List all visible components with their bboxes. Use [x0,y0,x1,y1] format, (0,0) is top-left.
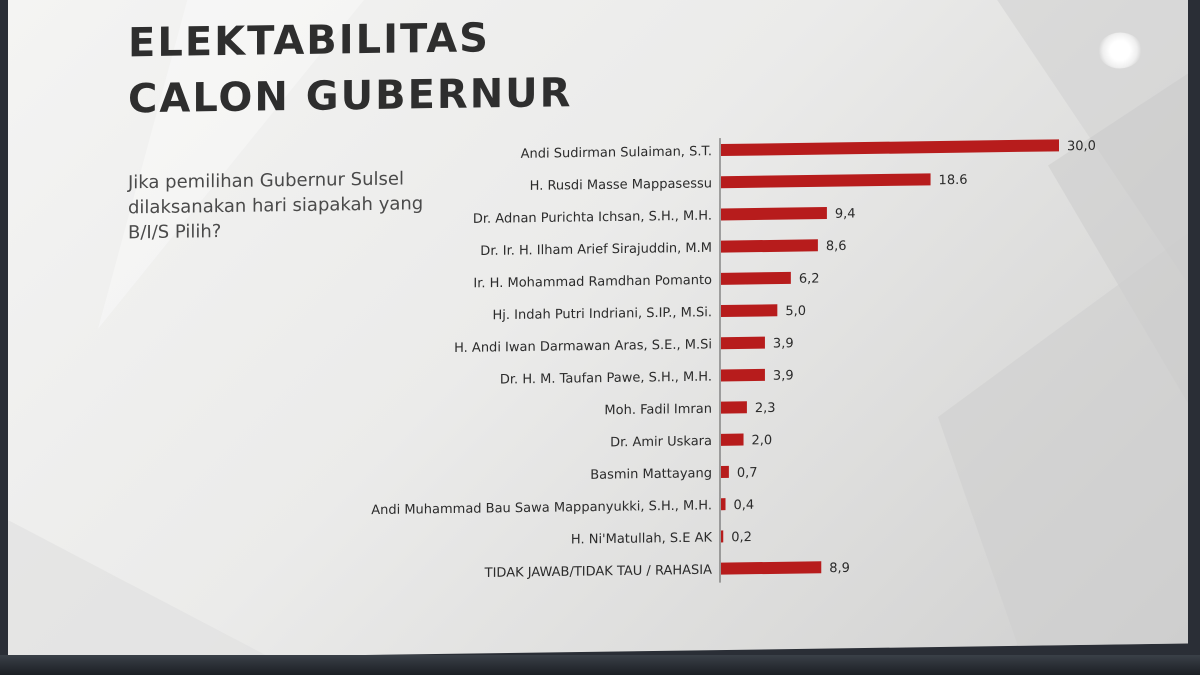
category-label: Dr. Adnan Purichta Ichsan, S.H., M.H. [473,209,712,227]
value-label: 8,6 [826,239,847,254]
bar [721,561,822,575]
bar [721,206,827,221]
value-label: 30,0 [1067,139,1096,154]
value-label: 3,9 [773,368,794,383]
value-label: 0,2 [731,530,752,545]
bar [721,139,1059,157]
category-label: H. Andi Iwan Darmawan Aras, S.E., M.Si [454,337,712,356]
category-label: Dr. H. M. Taufan Pawe, S.H., M.H. [500,370,712,388]
value-label: 18.6 [939,173,968,188]
bar [721,465,729,479]
bars-group: Andi Sudirman Sulaiman, S.T. 30,0 H. Rusdi… [371,139,1096,581]
bar [721,368,765,382]
category-label: Andi Sudirman Sulaiman, S.T. [521,144,712,162]
bar [721,530,724,543]
category-label: Moh. Fadil Imran [604,402,712,419]
bar [721,401,747,414]
category-label: Dr. Ir. H. Ilham Arief Sirajuddin, M.M [480,241,712,259]
value-label: 5,0 [785,304,806,319]
bar [721,239,818,253]
bar [721,304,778,318]
bar [721,271,791,285]
value-label: 3,9 [773,336,794,351]
bar [721,173,931,189]
category-label: TIDAK JAWAB/TIDAK TAU / RAHASIA [484,563,712,581]
value-label: 6,2 [799,271,820,286]
category-label: H. Ni'Matullah, S.E AK [571,531,713,548]
value-label: 8,9 [829,561,850,576]
value-label: 2,3 [755,401,776,416]
screen-bezel [0,655,1200,675]
presentation-slide: ELEKTABILITAS CALON GUBERNUR Jika pemili… [8,0,1188,661]
category-label: Hj. Indah Putri Indriani, S.IP., M.Si. [493,305,712,323]
category-label: Dr. Amir Uskara [610,434,712,450]
category-label: H. Rusdi Masse Mappasessu [530,176,712,194]
category-label: Ir. H. Mohammad Ramdhan Pomanto [473,273,712,291]
bar [721,433,744,446]
electability-bar-chart: Andi Sudirman Sulaiman, S.T. 30,0 H. Rusdi… [371,138,1096,583]
value-label: 0,7 [737,466,758,481]
value-label: 2,0 [752,433,773,448]
category-label: Andi Muhammad Bau Sawa Mappanyukki, S.H.… [371,498,712,518]
bar [721,336,765,350]
value-label: 0,4 [734,498,755,513]
category-label: Basmin Mattayang [590,466,712,483]
bar [721,498,726,511]
value-label: 9,4 [835,207,856,222]
